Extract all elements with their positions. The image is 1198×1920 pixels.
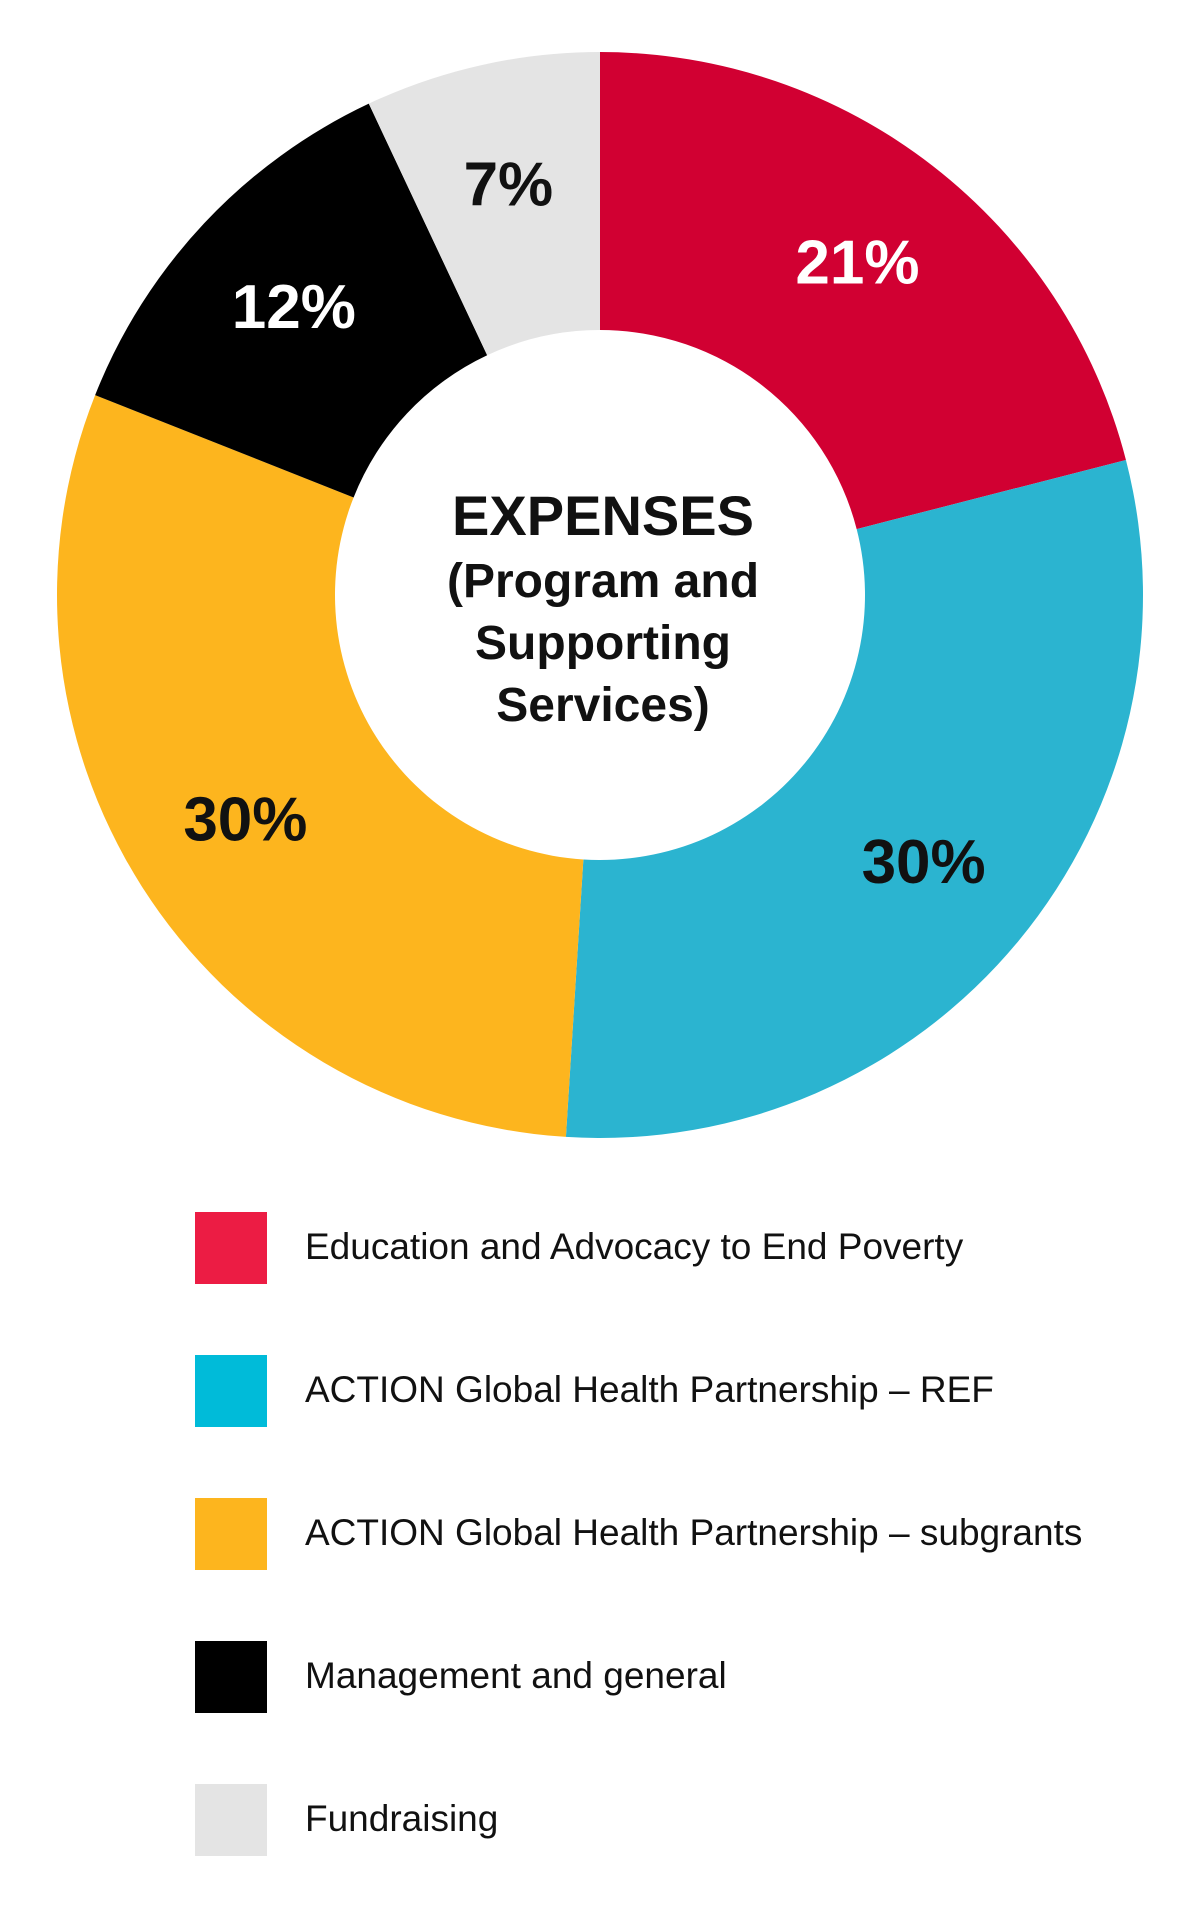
center-title: EXPENSES (452, 484, 754, 547)
slice-2 (565, 459, 1143, 1138)
legend-item-management: Management and general (195, 1641, 1175, 1713)
legend-swatch (195, 1641, 267, 1713)
legend: Education and Advocacy to End Poverty AC… (195, 1212, 1175, 1856)
legend-label: ACTION Global Health Partnership – subgr… (305, 1512, 1083, 1553)
center-subtitle-line-2: Supporting (475, 617, 731, 670)
legend-item-ref: ACTION Global Health Partnership – REF (195, 1355, 1175, 1427)
legend-swatch (195, 1355, 267, 1427)
slice-4 (95, 103, 488, 498)
center-subtitle-line-3: Services) (496, 679, 710, 732)
legend-label: ACTION Global Health Partnership – REF (305, 1369, 994, 1410)
legend-item-fundraising: Fundraising (195, 1784, 1175, 1856)
slice-label-2: 30% (862, 828, 986, 897)
legend-swatch (195, 1498, 267, 1570)
slice-label-1: 21% (795, 229, 919, 298)
legend-label: Management and general (305, 1655, 727, 1696)
slice-labels-group: 21% 30% 30% 12% 7% (183, 151, 985, 898)
legend-item-subgrants: ACTION Global Health Partnership – subgr… (195, 1498, 1175, 1570)
donut-chart: 21% 30% 30% 12% 7% EXPENSES (Program and Sup… (56, 52, 1143, 1138)
legend-label: Fundraising (305, 1798, 499, 1839)
slice-label-3: 30% (183, 786, 307, 855)
slice-label-4: 12% (232, 273, 356, 342)
legend-label: Education and Advocacy to End Poverty (305, 1226, 964, 1267)
legend-item-education: Education and Advocacy to End Poverty (195, 1212, 1175, 1284)
slice-label-5: 7% (464, 151, 554, 220)
slice-5 (368, 52, 600, 356)
slices-group (56, 52, 1143, 1138)
legend-swatch (195, 1212, 267, 1284)
center-subtitle-line-1: (Program and (447, 555, 759, 608)
slice-3 (56, 395, 584, 1137)
slice-1 (600, 52, 1126, 530)
legend-swatch (195, 1784, 267, 1856)
